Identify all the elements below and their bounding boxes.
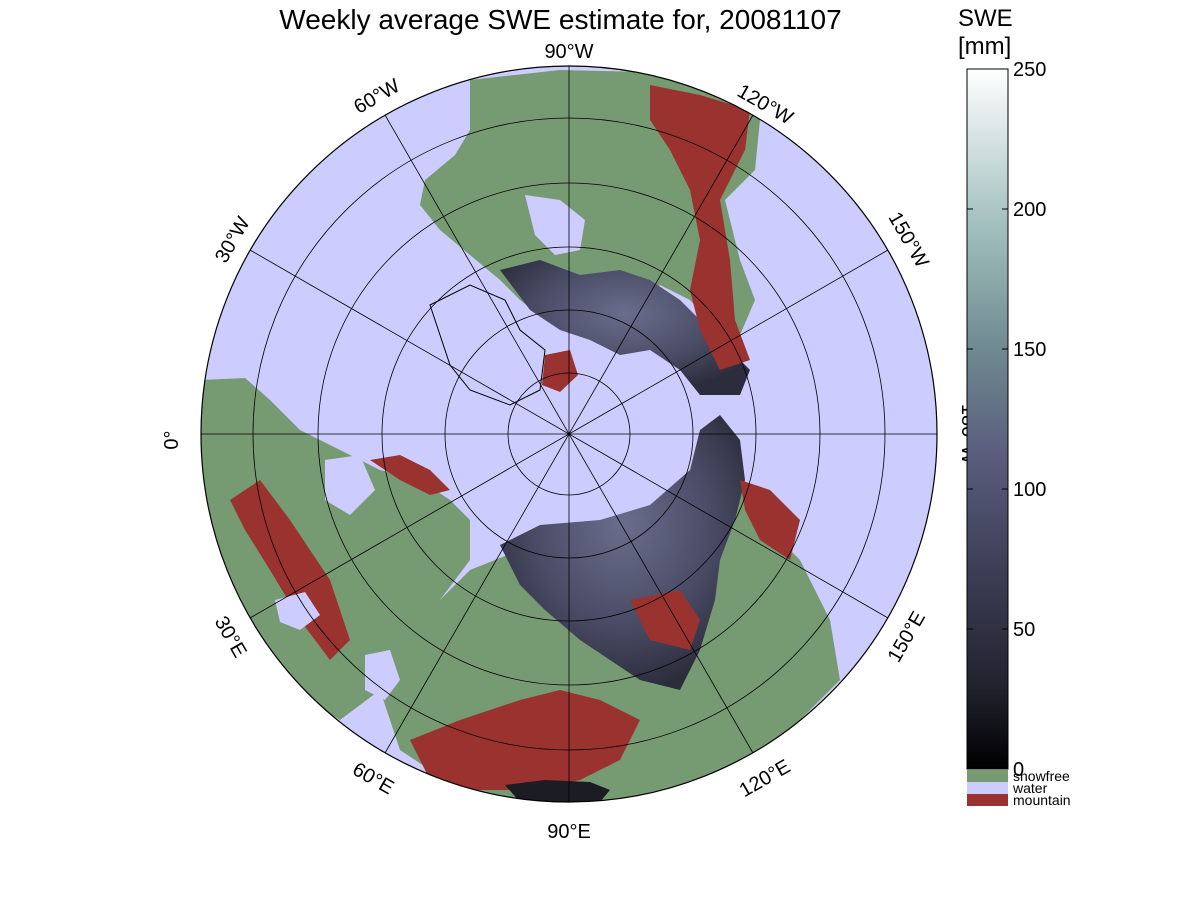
colorbar-gradient (966, 68, 1009, 770)
colorbar-title-unit: [mm] (958, 33, 1011, 60)
colorbar-swatch-mountain (967, 794, 1008, 806)
colorbar-category-label: snowfree (1013, 768, 1070, 784)
lon-label-0: 0° (161, 430, 183, 449)
map-frame (200, 65, 938, 803)
map-title: Weekly average SWE estimate for, 2008110… (279, 4, 842, 35)
colorbar-category-label: water (1012, 780, 1048, 796)
colorbar-ticks: 0 50 100 150 200 250 (967, 59, 1046, 781)
colorbar-tick-label: 200 (1013, 199, 1046, 221)
mountain-central-asia (410, 690, 640, 790)
black-sea (275, 592, 320, 630)
snow-cover-tibet (505, 780, 610, 802)
mountain-rockies (650, 85, 750, 370)
colorbar-tick-label: 50 (1013, 619, 1035, 641)
colorbar-swatch-water (967, 782, 1008, 794)
lon-label-150e: 150°E (884, 608, 930, 666)
lon-label-90w: 90°W (544, 41, 593, 63)
landmass-greenland (429, 284, 546, 406)
mountain-east-siberia (740, 480, 800, 560)
colorbar-tick-label: 150 (1013, 339, 1046, 361)
colorbar-tick-label: 0 (1013, 759, 1024, 781)
colorbar-swatch-snowfree (967, 770, 1008, 782)
colorbar-tick-label: 250 (1013, 59, 1046, 81)
lon-label-90e: 90°E (547, 821, 591, 843)
landmass-europe (201, 378, 470, 720)
colorbar: SWE [mm] 0 50 100 150 200 250 snowfreewatermo… (958, 5, 1071, 808)
mountain-himalaya (630, 590, 700, 650)
lon-label-30e: 30°E (210, 613, 251, 662)
meridian-150 (249, 249, 889, 619)
colorbar-title-swe: SWE (958, 5, 1013, 32)
mountain-scandinavia (370, 455, 450, 495)
colorbar-tick-label: 100 (1013, 479, 1046, 501)
graticule (201, 66, 937, 802)
colorbar-category-label: mountain (1013, 792, 1071, 808)
lon-label-60e: 60°E (349, 758, 398, 799)
baltic-sea (325, 455, 375, 515)
lon-label-120e: 120°E (736, 756, 794, 802)
snow-cover-canada (500, 260, 750, 395)
hudson-bay (525, 195, 585, 255)
caspian-sea (365, 650, 400, 700)
